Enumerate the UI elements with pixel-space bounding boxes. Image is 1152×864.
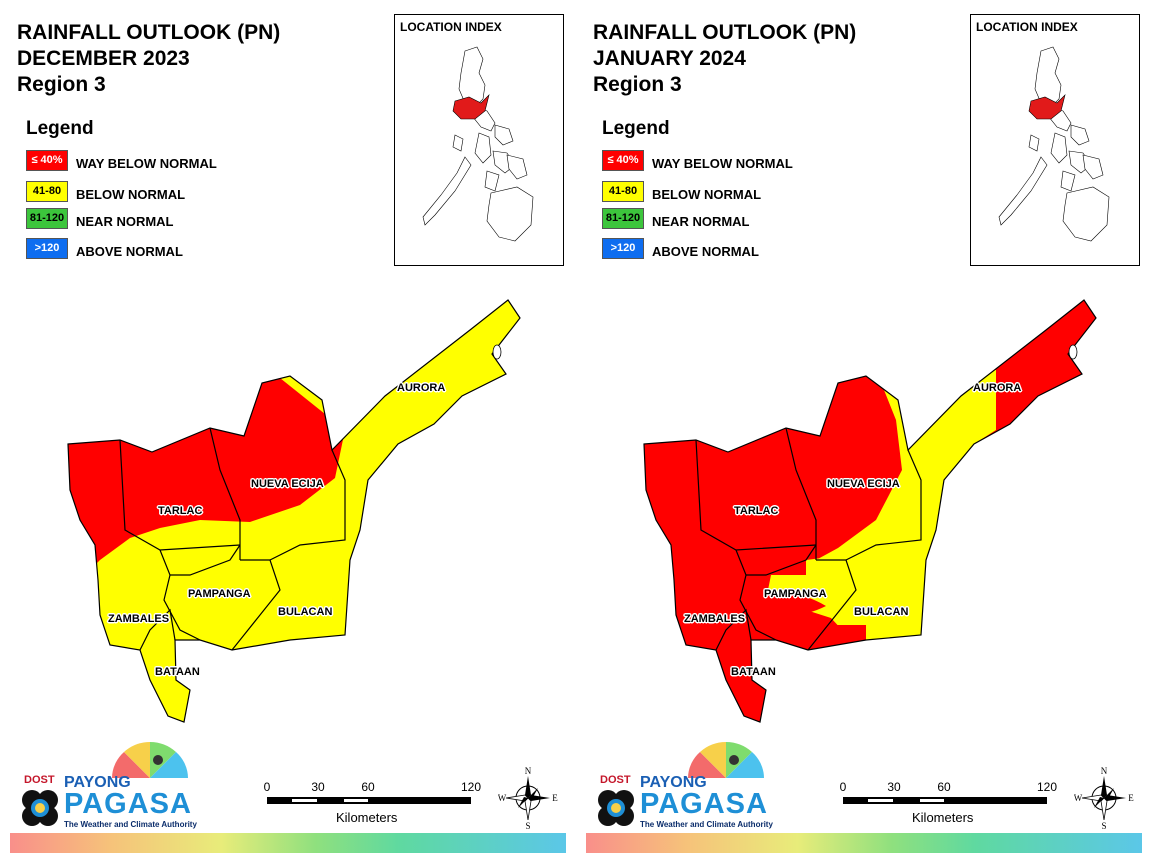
legend-swatch-way-below: ≤ 40% xyxy=(602,150,644,171)
scale-tick: 60 xyxy=(361,780,375,794)
legend-label-near: NEAR NORMAL xyxy=(652,214,750,229)
location-index-title: LOCATION INDEX xyxy=(400,20,502,34)
umbrella-icon xyxy=(112,742,188,778)
north-arrow: N S W E xyxy=(498,766,559,831)
compass-n: N xyxy=(1101,766,1108,776)
panel-region: Region 3 xyxy=(593,73,682,96)
scale-tick: 30 xyxy=(887,780,901,794)
logo-payong: PAYONG xyxy=(64,774,131,791)
location-index-map: LOCATION INDEX xyxy=(970,14,1140,266)
province-label-zambales: ZAMBALES xyxy=(684,613,746,625)
scale-tick: 0 xyxy=(839,780,847,794)
scale-tick: 30 xyxy=(311,780,325,794)
province-label-tarlac: TARLAC xyxy=(158,505,203,517)
pagasa-logo: DOST PAYONG PAGASA The Weather and Clima… xyxy=(16,738,197,830)
compass-s: S xyxy=(1101,821,1106,830)
legend-swatch-way-below: ≤ 40% xyxy=(26,150,68,171)
scale-tick: 120 xyxy=(460,780,482,794)
compass-rose-icon: N S W E xyxy=(1074,766,1135,831)
scale-tick: 60 xyxy=(937,780,951,794)
compass-w: W xyxy=(1074,793,1083,803)
dost-seal-icon xyxy=(598,790,634,826)
legend-swatch-below: 41-80 xyxy=(26,181,68,202)
scale-unit: Kilometers xyxy=(336,810,398,825)
compass-s: S xyxy=(525,821,530,830)
province-label-zambales: ZAMBALES xyxy=(108,613,170,625)
province-label-nueva-ecija: NUEVA ECIJA xyxy=(251,478,324,490)
scale-bar-graphic xyxy=(843,797,1047,804)
logo-pagasa: PAGASA xyxy=(64,788,192,820)
region3-map-january xyxy=(643,299,1097,723)
panel-title: RAINFALL OUTLOOK (PN) xyxy=(17,21,281,44)
province-label-pampanga: PAMPANGA xyxy=(764,588,827,600)
philippines-outline xyxy=(422,46,534,242)
province-label-aurora: AURORA xyxy=(973,382,1022,394)
footer-gradient-bar xyxy=(10,833,566,853)
umbrella-icon xyxy=(688,742,764,778)
compass-rose-icon: N S W E xyxy=(498,766,559,831)
compass-n: N xyxy=(525,766,532,776)
compass-e: E xyxy=(1128,793,1134,803)
province-label-nueva-ecija: NUEVA ECIJA xyxy=(827,478,900,490)
compass-e: E xyxy=(552,793,558,803)
legend-swatch-near: 81-120 xyxy=(602,208,644,229)
location-index-map: LOCATION INDEX xyxy=(394,14,564,266)
location-index-title: LOCATION INDEX xyxy=(976,20,1078,34)
scale-tick: 0 xyxy=(263,780,271,794)
legend-title: Legend xyxy=(602,118,670,139)
scale-unit: Kilometers xyxy=(912,810,974,825)
outlook-panel-january: RAINFALL OUTLOOK (PN) JANUARY 2024 Regio… xyxy=(576,0,1152,864)
legend-title: Legend xyxy=(26,118,94,139)
scale-bar: 0 30 60 120 Kilometers xyxy=(264,780,504,830)
dost-seal-icon xyxy=(22,790,58,826)
legend-swatch-near: 81-120 xyxy=(26,208,68,229)
pagasa-logo: DOST PAYONG PAGASA The Weather and Clima… xyxy=(592,738,773,830)
footer-gradient-bar xyxy=(586,833,1142,853)
legend-label-near: NEAR NORMAL xyxy=(76,214,174,229)
logo-tagline: The Weather and Climate Authority xyxy=(64,820,197,829)
legend-label-above: ABOVE NORMAL xyxy=(76,244,183,259)
north-arrow: N S W E xyxy=(1074,766,1135,831)
scale-tick: 120 xyxy=(1036,780,1058,794)
legend-swatch-above: >120 xyxy=(26,238,68,259)
province-label-pampanga: PAMPANGA xyxy=(188,588,251,600)
logo-tagline: The Weather and Climate Authority xyxy=(640,820,773,829)
philippines-outline xyxy=(998,46,1110,242)
legend-label-below: BELOW NORMAL xyxy=(652,187,762,202)
legend-swatch-above: >120 xyxy=(602,238,644,259)
panel-region: Region 3 xyxy=(17,73,106,96)
province-label-bataan: BATAAN xyxy=(155,666,200,678)
legend-swatch-below: 41-80 xyxy=(602,181,644,202)
logo-payong: PAYONG xyxy=(640,774,707,791)
province-label-bulacan: BULACAN xyxy=(278,606,333,618)
panel-month: DECEMBER 2023 xyxy=(17,47,190,70)
province-label-bulacan: BULACAN xyxy=(854,606,909,618)
logo-dost: DOST xyxy=(24,774,55,786)
province-label-bataan: BATAAN xyxy=(731,666,776,678)
province-label-aurora: AURORA xyxy=(397,382,446,394)
legend-label-below: BELOW NORMAL xyxy=(76,187,186,202)
legend-label-above: ABOVE NORMAL xyxy=(652,244,759,259)
legend-label-way-below: WAY BELOW NORMAL xyxy=(76,156,217,171)
scale-bar: 0 30 60 120 Kilometers xyxy=(840,780,1080,830)
scale-bar-graphic xyxy=(267,797,471,804)
logo-pagasa: PAGASA xyxy=(640,788,768,820)
legend-label-way-below: WAY BELOW NORMAL xyxy=(652,156,793,171)
logo-dost: DOST xyxy=(600,774,631,786)
province-label-tarlac: TARLAC xyxy=(734,505,779,517)
outlook-panel-december: RAINFALL OUTLOOK (PN) DECEMBER 2023 Regi… xyxy=(10,14,566,853)
region3-map-december xyxy=(67,299,521,723)
compass-w: W xyxy=(498,793,507,803)
panel-title: RAINFALL OUTLOOK (PN) xyxy=(593,21,857,44)
panel-month: JANUARY 2024 xyxy=(593,47,746,70)
